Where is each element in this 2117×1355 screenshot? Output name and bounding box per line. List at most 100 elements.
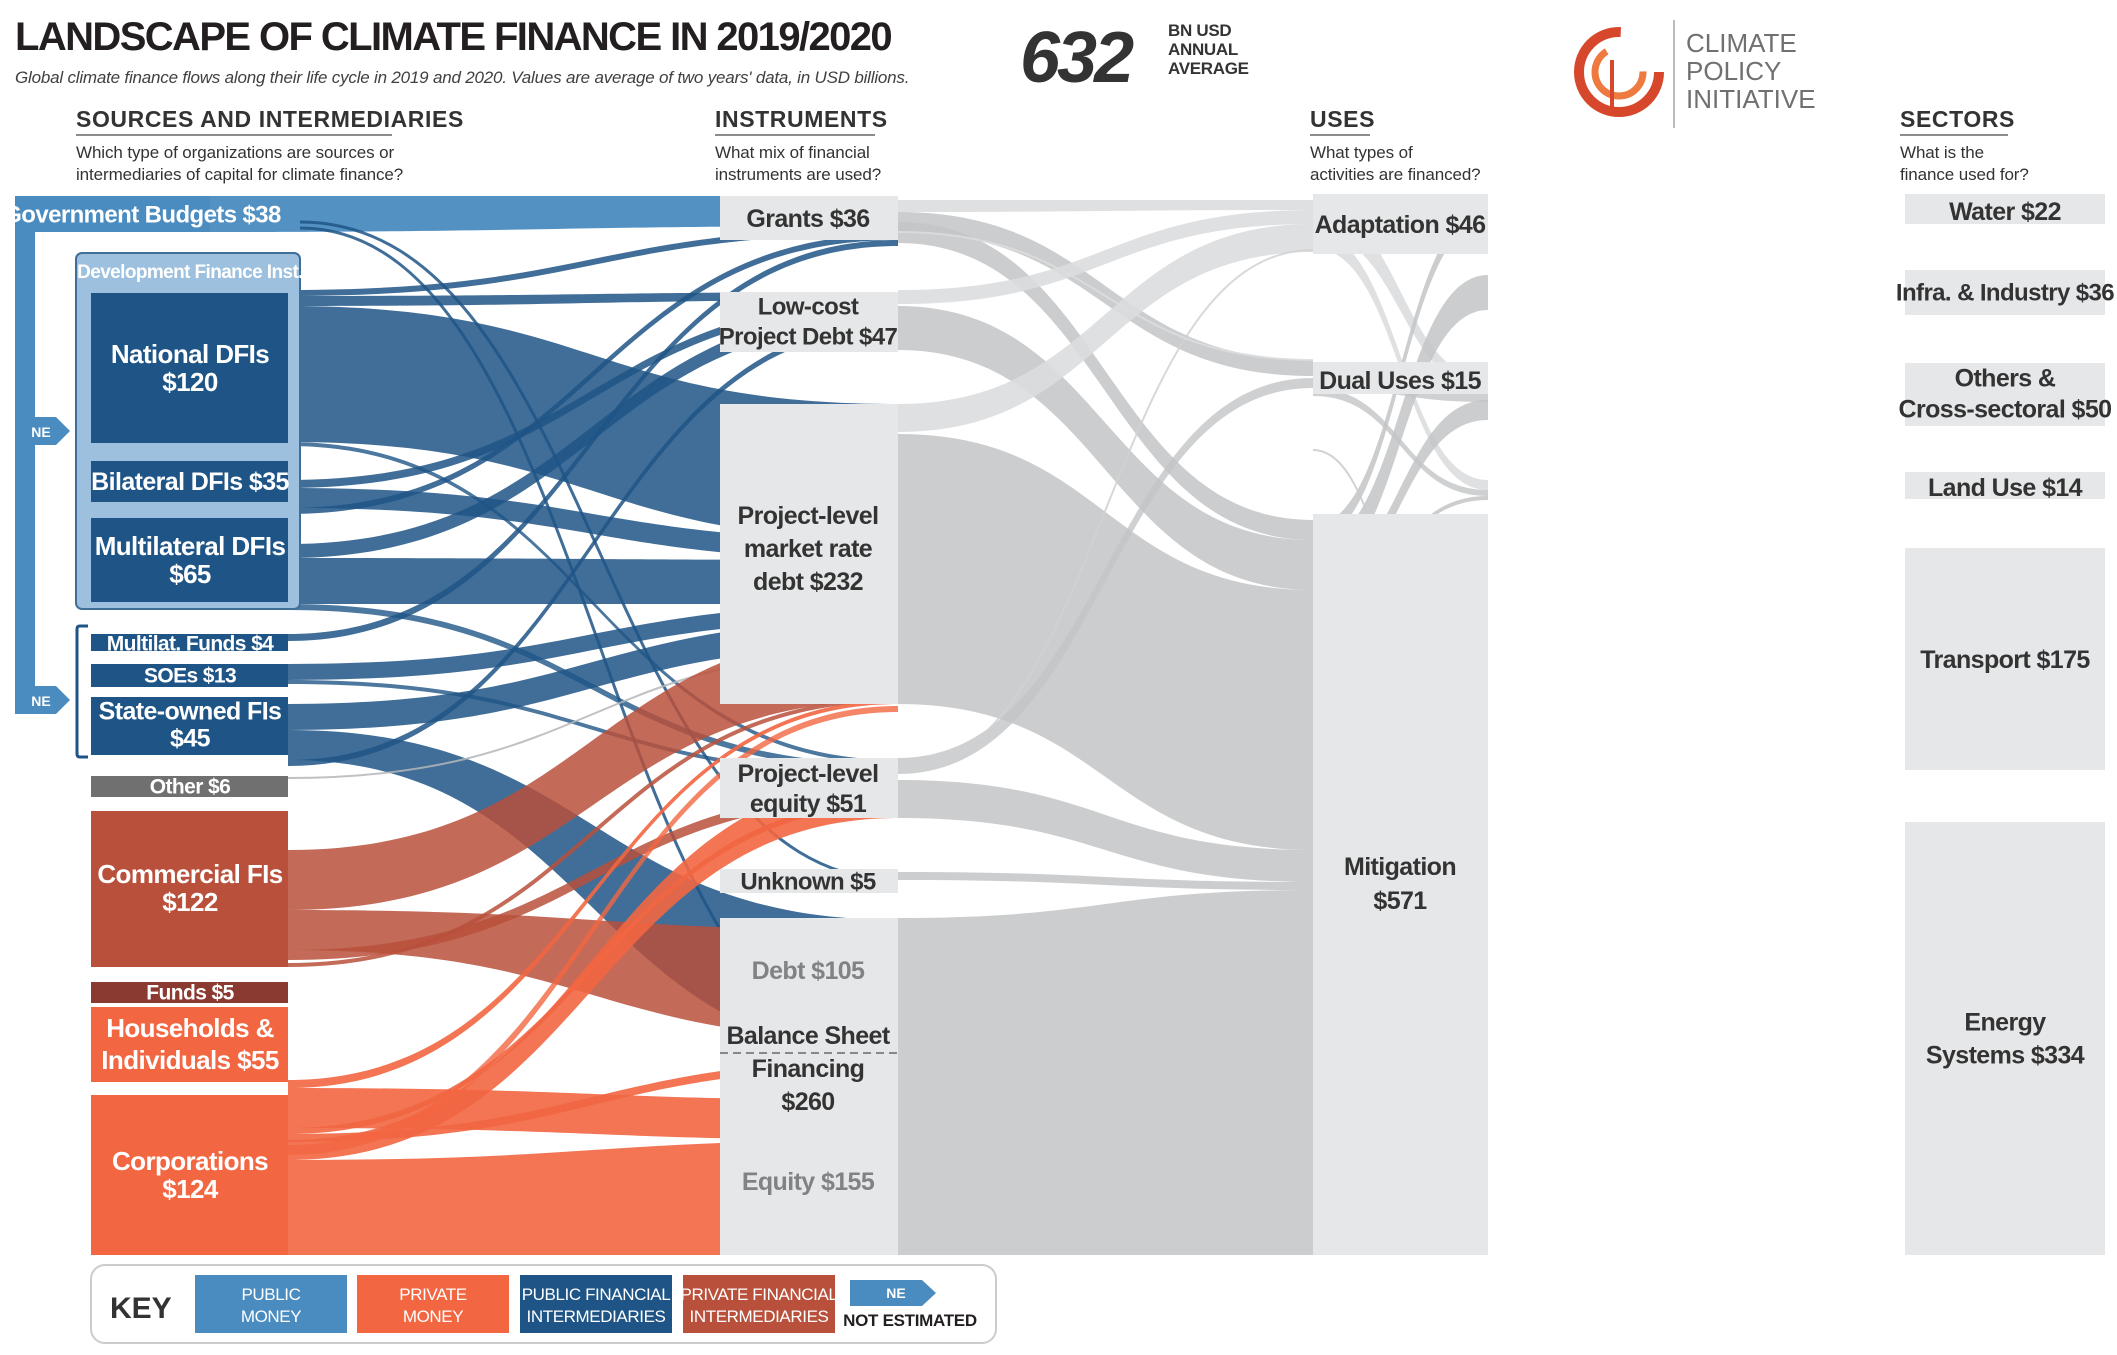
multilateral-dfis-label-line: Multilateral DFIs xyxy=(95,531,286,561)
key-not-estimated: NOT ESTIMATED xyxy=(843,1311,977,1330)
infra-node xyxy=(1905,270,2105,315)
other-node xyxy=(91,776,288,797)
project-equity-node xyxy=(720,758,898,818)
column-title: USES xyxy=(1310,106,1375,132)
funds-label-line: Funds $5 xyxy=(146,981,234,1004)
market-debt-label-line: market rate xyxy=(744,535,873,563)
flow-commercial-equity xyxy=(288,790,898,960)
flow-multifunds-grants xyxy=(288,240,898,641)
households-label-line: Households & xyxy=(106,1013,274,1043)
energy-label-line: Energy xyxy=(1964,1008,2046,1036)
state-owned-fis-node xyxy=(91,697,288,755)
mitigation-label-line: $571 xyxy=(1373,887,1427,915)
soes-label-line: SOEs $13 xyxy=(144,664,236,687)
multilat-funds-label-line: Multilat. Funds $4 xyxy=(107,632,274,655)
node-layer xyxy=(15,20,2105,1344)
flow-corporations-equity xyxy=(288,778,898,1160)
national-dfis-label-line: $120 xyxy=(162,367,218,397)
ne-arrow xyxy=(15,686,70,714)
dfi-group-label: Development Finance Inst. xyxy=(77,262,303,283)
flow-balancesheet-mitigation xyxy=(898,890,1313,1255)
unknown-node xyxy=(720,869,898,893)
state-owned-fis-label-line: State-owned FIs xyxy=(99,697,282,725)
flow-marketdebt-mitigation xyxy=(898,434,1313,850)
flow-grants-dual xyxy=(898,212,1313,376)
households-node xyxy=(91,1007,288,1082)
landuse-label-line: Land Use $14 xyxy=(1928,474,2083,502)
total-unit: BN USD xyxy=(1168,21,1231,40)
multilat-funds-node xyxy=(91,634,288,651)
flow-multilateral-lowcost xyxy=(288,308,898,558)
column-desc: activities are financed? xyxy=(1310,165,1481,184)
flow-marketdebt-adaptation xyxy=(898,224,1313,432)
flow-adaptation-landuse xyxy=(1313,232,1488,490)
corporations-label-line: $124 xyxy=(162,1174,219,1204)
cpi-logo-text: POLICY xyxy=(1686,56,1781,86)
project-equity-label-line: Project-level xyxy=(738,760,879,788)
balance-sheet-equity-label-line: Equity $155 xyxy=(742,1168,875,1196)
corporations-label-line: Corporations xyxy=(112,1146,268,1176)
key-swatch xyxy=(195,1275,347,1333)
mitigation-label-line: Mitigation xyxy=(1344,853,1456,881)
balance-sheet-label-line: Balance Sheet xyxy=(726,1022,890,1050)
key-item-label: PRIVATE xyxy=(399,1285,466,1304)
lowcost-debt-label-line: Project Debt $47 xyxy=(719,323,898,350)
page-title: LANDSCAPE OF CLIMATE FINANCE IN 2019/202… xyxy=(15,15,891,59)
commercial-fis-label-line: $122 xyxy=(162,887,218,917)
others-label-line: Others & xyxy=(1955,364,2056,392)
funds-node xyxy=(91,982,288,1003)
flow-unknown-mitigation xyxy=(898,872,1313,890)
balance-sheet-label-line: Financing xyxy=(752,1055,865,1083)
key-item-label: INTERMEDIARIES xyxy=(527,1307,666,1326)
gov-budgets-label-line: Government Budgets $38 xyxy=(3,201,281,228)
column-desc: finance used for? xyxy=(1900,165,2029,184)
column-title: SECTORS xyxy=(1900,106,2015,132)
flow-funds-marketdebt xyxy=(287,698,899,967)
dual-uses-node xyxy=(1313,362,1488,394)
households-label-line: Individuals $55 xyxy=(101,1045,279,1075)
column-desc: What types of xyxy=(1310,143,1413,162)
adaptation-node xyxy=(1313,194,1488,254)
flow-equity-dual xyxy=(898,378,1313,774)
gov-bracket-bar xyxy=(15,196,35,699)
column-desc: intermediaries of capital for climate fi… xyxy=(76,165,403,184)
key-ne-label: NE xyxy=(886,1285,905,1301)
key-swatch xyxy=(520,1275,672,1333)
transport-node xyxy=(1905,548,2105,770)
text-layer: LANDSCAPE OF CLIMATE FINANCE IN 2019/202… xyxy=(3,15,2115,1330)
flow-equity-mitigation xyxy=(898,780,1313,882)
key-swatch xyxy=(683,1275,835,1333)
balance-sheet-debt-label-line: Debt $105 xyxy=(752,957,865,985)
soes-node xyxy=(91,664,288,687)
market-debt-label-line: Project-level xyxy=(738,502,879,530)
landuse-node xyxy=(1905,472,2105,499)
water-label-line: Water $22 xyxy=(1949,198,2061,226)
key-item-label: PRIVATE FINANCIAL xyxy=(681,1285,838,1304)
cpi-logo-ring xyxy=(1574,27,1664,117)
flow-mitigation-others xyxy=(1313,400,1488,590)
lowcost-debt-label-line: Low-cost xyxy=(758,293,859,320)
page-subtitle: Global climate finance flows along their… xyxy=(15,68,909,87)
flow-grants-dual-thin xyxy=(897,231,1314,361)
column-desc: What is the xyxy=(1900,143,1984,162)
flow-gov-unknown xyxy=(299,220,899,882)
others-node xyxy=(1905,363,2105,426)
flow-soes-equity xyxy=(288,680,898,776)
key-title: KEY xyxy=(110,1292,172,1325)
transport-label-line: Transport $175 xyxy=(1920,646,2090,674)
ne-label: NE xyxy=(31,424,50,440)
dual-uses-label-line: Dual Uses $15 xyxy=(1319,367,1481,395)
unknown-label-line: Unknown $5 xyxy=(740,868,876,895)
multilateral-dfis-node xyxy=(91,518,288,602)
national-dfis-label-line: National DFIs xyxy=(111,339,269,369)
column-desc: instruments are used? xyxy=(715,165,881,184)
total-amount: 632 xyxy=(1020,18,1134,98)
bilateral-dfis-node xyxy=(91,461,288,502)
flow-adaptation-others xyxy=(1313,205,1488,390)
flow-bilateral-lowcost xyxy=(288,300,898,488)
total-unit: ANNUAL xyxy=(1168,40,1238,59)
flow-grants-mitigation xyxy=(898,222,1313,540)
flow-corporations-marketdebt xyxy=(288,706,898,1155)
gov-budgets-node xyxy=(15,196,210,232)
